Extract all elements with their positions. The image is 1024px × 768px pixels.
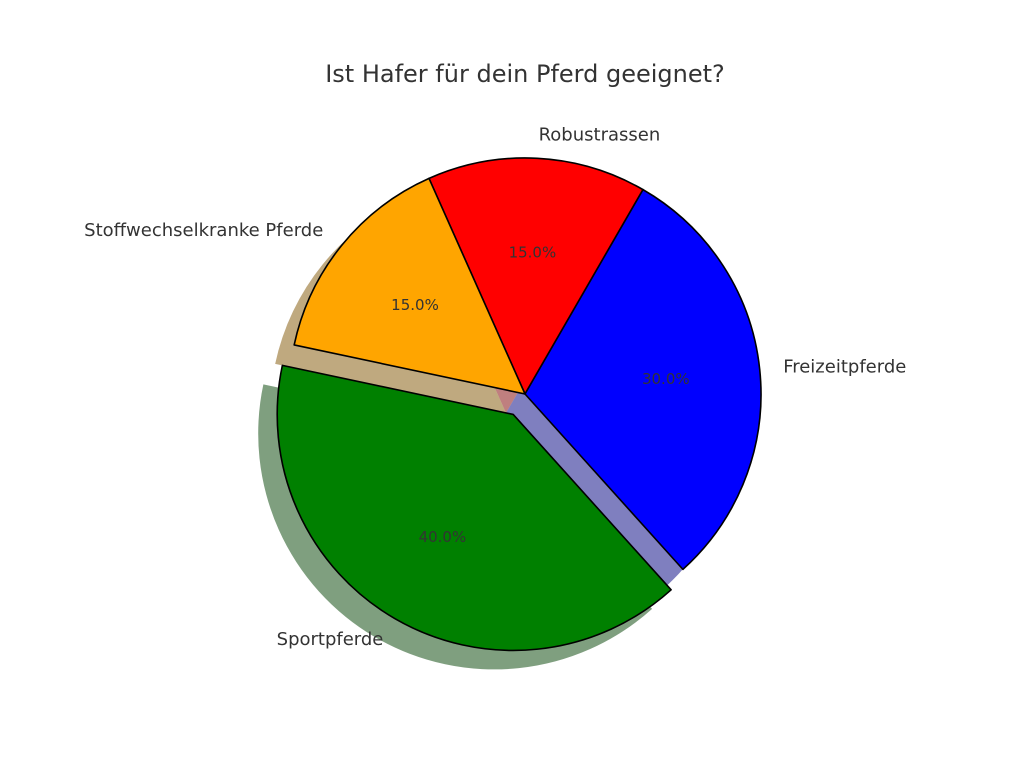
category-label-robustrassen: Robustrassen bbox=[539, 124, 661, 145]
pie-slice-robustrassen bbox=[428, 157, 644, 395]
pie-labels: 15.0% Robustrassen 15.0% Stoffwechselkranke… bbox=[84, 124, 906, 650]
pie-slice-stoffwechselkranke-pferde bbox=[293, 177, 526, 395]
chart-title: Ist Hafer für dein Pferd geeignet? bbox=[325, 60, 725, 88]
category-label-sportpferde: Sportpferde bbox=[277, 629, 384, 650]
pie-slice-sportpferde bbox=[276, 364, 672, 652]
pct-label-sportpferde: 40.0% bbox=[419, 528, 467, 546]
pie-slices bbox=[276, 157, 762, 652]
pie-slice-freizeitpferde bbox=[524, 188, 762, 571]
category-label-stoffwechselkranke-pferde: Stoffwechselkranke Pferde bbox=[84, 220, 323, 241]
category-label-freizeitpferde: Freizeitpferde bbox=[783, 356, 906, 377]
pct-label-stoffwechselkranke-pferde: 15.0% bbox=[391, 296, 439, 314]
pct-label-robustrassen: 15.0% bbox=[509, 244, 557, 262]
pct-label-freizeitpferde: 30.0% bbox=[642, 370, 690, 388]
